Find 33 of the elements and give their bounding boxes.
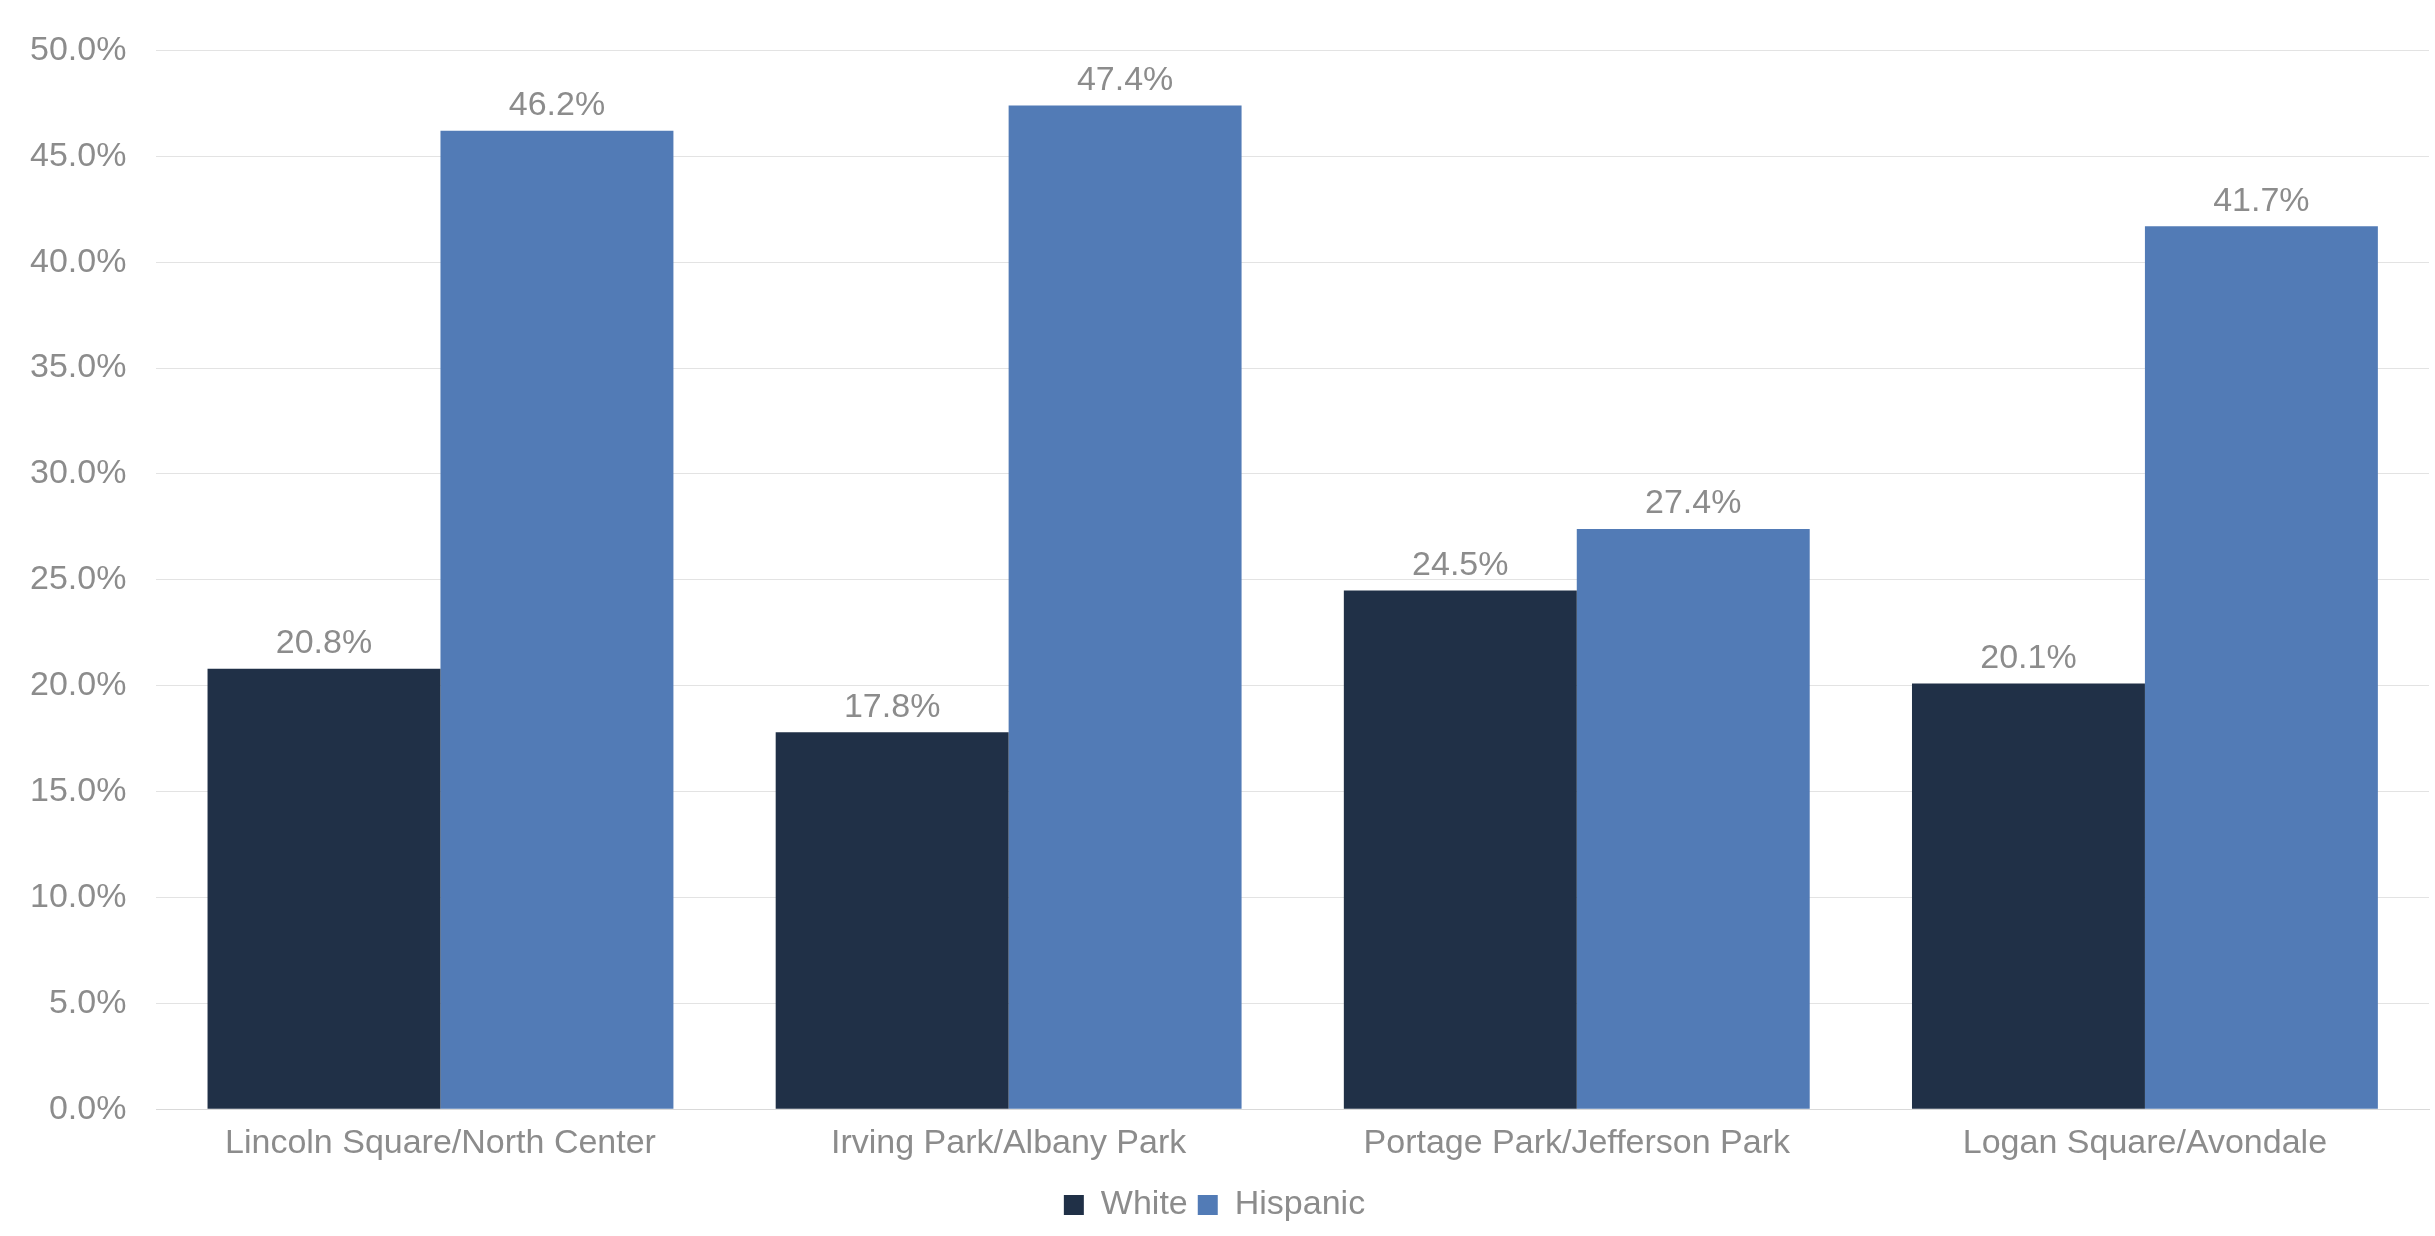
legend-label: Hispanic (1234, 1183, 1366, 1222)
bar (1576, 528, 1810, 1109)
data-label: 46.2% (508, 84, 606, 123)
y-tick-label: 10.0% (30, 875, 127, 914)
x-tick-label: Irving Park/Albany Park (831, 1121, 1188, 1160)
data-label: 24.5% (1412, 543, 1509, 582)
y-tick-label: 50.0% (30, 28, 127, 67)
data-label: 27.4% (1645, 482, 1742, 521)
bar (2144, 226, 2378, 1109)
y-tick-label: 30.0% (30, 452, 127, 491)
data-label: 20.1% (1980, 636, 2077, 675)
y-tick-label: 25.0% (30, 558, 127, 597)
bar (1343, 590, 1577, 1109)
y-tick-label: 20.0% (30, 664, 127, 703)
y-tick-label: 15.0% (30, 769, 127, 808)
y-tick-label: 5.0% (48, 981, 127, 1020)
bar (207, 668, 441, 1109)
x-tick-label: Lincoln Square/North Center (225, 1121, 656, 1160)
data-label: 20.8% (275, 622, 373, 661)
data-label: 47.4% (1076, 58, 1174, 97)
y-tick-label: 40.0% (30, 240, 127, 279)
legend-label: White (1100, 1183, 1188, 1222)
bar (775, 732, 1009, 1109)
data-label: 17.8% (843, 685, 941, 724)
data-label: 41.7% (2213, 179, 2310, 218)
bar (1008, 105, 1242, 1109)
x-tick-label: Logan Square/Avondale (1962, 1121, 2328, 1160)
x-tick-label: Portage Park/Jefferson Park (1363, 1121, 1792, 1160)
y-tick-label: 0.0% (48, 1087, 127, 1126)
bar (440, 130, 674, 1109)
bar (1911, 683, 2145, 1109)
y-tick-label: 45.0% (30, 134, 127, 173)
y-tick-label: 35.0% (30, 346, 127, 385)
